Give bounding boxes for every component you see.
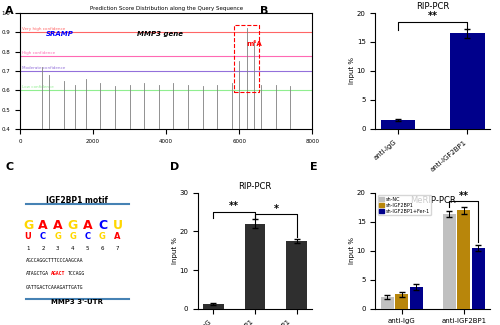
Title: Prediction Score Distribution along the Query Sequence: Prediction Score Distribution along the … (90, 6, 242, 11)
Text: G: G (54, 232, 62, 241)
Text: ATAGCTGA: ATAGCTGA (26, 271, 48, 277)
Text: U: U (24, 232, 32, 241)
Text: Low confidence: Low confidence (22, 85, 54, 89)
Text: 7: 7 (116, 246, 119, 251)
Text: *: * (274, 204, 278, 214)
Y-axis label: Input %: Input % (350, 237, 356, 264)
Text: IGF2BP1 motif: IGF2BP1 motif (46, 196, 108, 205)
Text: High confidence: High confidence (22, 51, 55, 55)
Title: RIP-PCR: RIP-PCR (238, 182, 272, 190)
Text: Moderate confidence: Moderate confidence (22, 66, 65, 70)
Bar (410, 287, 422, 309)
Text: 4: 4 (71, 246, 74, 251)
Text: AGACT: AGACT (52, 271, 66, 277)
Text: G: G (70, 232, 76, 241)
Bar (380, 120, 416, 129)
Text: C: C (84, 232, 90, 241)
Text: E: E (310, 162, 318, 173)
Text: Very high confidence: Very high confidence (22, 27, 65, 32)
Bar (203, 304, 224, 309)
Text: 3: 3 (56, 246, 59, 251)
Text: AGCCAGGCTTTCCCAAGCAA: AGCCAGGCTTTCCCAAGCAA (26, 257, 83, 263)
Text: 6: 6 (101, 246, 104, 251)
Text: A: A (5, 6, 14, 17)
Text: C: C (98, 219, 107, 232)
Text: GATTGACTCAAAGATTGATG: GATTGACTCAAAGATTGATG (26, 285, 83, 290)
Text: 2: 2 (41, 246, 44, 251)
Bar (286, 241, 307, 309)
Text: A: A (83, 219, 92, 232)
Bar (472, 248, 485, 309)
Text: C: C (5, 162, 13, 173)
Bar (442, 214, 456, 309)
Bar (244, 224, 266, 309)
Bar (457, 210, 470, 309)
Text: A: A (38, 219, 48, 232)
Text: MMP3 gene: MMP3 gene (137, 31, 183, 37)
Text: 5: 5 (86, 246, 90, 251)
Text: B: B (260, 6, 268, 17)
Bar (450, 33, 485, 129)
Text: **: ** (428, 10, 438, 20)
Text: C: C (40, 232, 46, 241)
Legend: sh-NC, sh-IGF2BP1, sh-IGF2BP1+Fer-1: sh-NC, sh-IGF2BP1, sh-IGF2BP1+Fer-1 (378, 195, 432, 215)
Text: SRAMP: SRAMP (46, 31, 74, 37)
Text: MMP3 3'-UTR: MMP3 3'-UTR (52, 299, 104, 305)
Text: **: ** (459, 191, 469, 201)
Text: 1: 1 (26, 246, 30, 251)
Y-axis label: Input %: Input % (172, 237, 177, 264)
Text: TCCAGG: TCCAGG (68, 271, 84, 277)
Bar (380, 297, 394, 309)
Text: m⁶A: m⁶A (246, 41, 262, 47)
Text: G: G (99, 232, 106, 241)
Text: A: A (53, 219, 62, 232)
Text: G: G (68, 219, 78, 232)
Title: RIP-PCR: RIP-PCR (416, 2, 450, 11)
Text: G: G (23, 219, 33, 232)
Bar (395, 294, 408, 309)
Text: MeRIP-PCR: MeRIP-PCR (410, 196, 456, 205)
Bar (234, 25, 260, 92)
Text: A: A (114, 232, 120, 241)
Text: U: U (112, 219, 122, 232)
Text: **: ** (229, 201, 239, 211)
Y-axis label: Input %: Input % (350, 58, 356, 84)
Text: D: D (170, 162, 179, 173)
